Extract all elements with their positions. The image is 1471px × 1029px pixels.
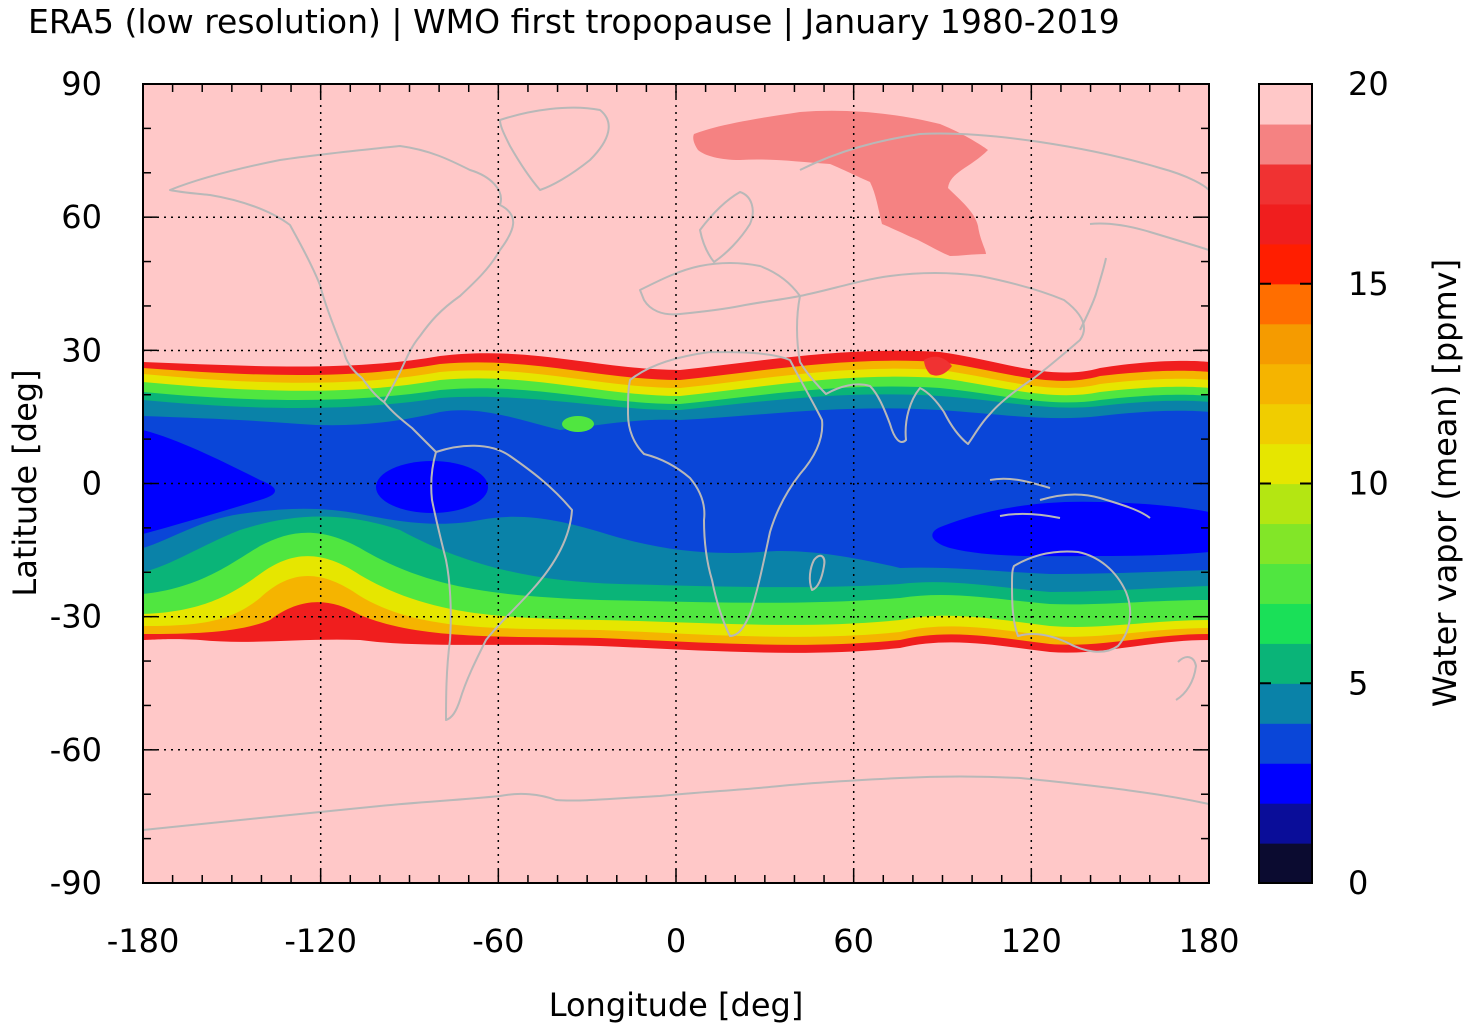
coast-japan — [1079, 257, 1107, 331]
colorbar-tick-label: 10 — [1348, 465, 1389, 503]
colorbar-bin — [1259, 683, 1312, 724]
y-tick-label: 60 — [61, 198, 102, 236]
x-tick-label: -180 — [107, 922, 180, 960]
y-tick-label: 0 — [82, 465, 102, 503]
colorbar-bin — [1259, 803, 1312, 844]
colorbar-bin — [1259, 323, 1312, 365]
colorbar-bin — [1259, 523, 1312, 564]
coast-madagascar — [808, 554, 826, 591]
colorbar-bin — [1259, 763, 1312, 804]
colorbar-bin — [1259, 363, 1312, 405]
colorbar-label: Water vapor (mean) [ppmv] — [1426, 259, 1464, 707]
coast-indonesia — [989, 477, 1151, 519]
x-tick-label: 180 — [1178, 922, 1239, 960]
coast-australia — [1011, 550, 1132, 653]
coastlines — [143, 106, 1209, 831]
coast-north-america — [169, 145, 515, 403]
colorbar-tick-label: 0 — [1348, 864, 1368, 902]
x-axis-tick-labels: -180 -120 -60 0 60 120 180 — [107, 922, 1240, 960]
colorbar-bin — [1259, 483, 1312, 525]
y-tick-label: -30 — [50, 598, 102, 636]
y-axis-tick-labels: 90 60 30 0 -30 -60 -90 — [50, 65, 102, 902]
colorbar-tick-labels: 20 15 10 5 0 — [1348, 65, 1389, 902]
colorbar-bin — [1259, 403, 1312, 445]
siberia-moist-patch — [693, 110, 988, 257]
y-tick-label: -60 — [50, 731, 102, 769]
coast-scandinavia — [699, 191, 754, 263]
coast-africa — [627, 351, 824, 637]
colorbar-tick-label: 5 — [1348, 664, 1368, 702]
x-tick-label: 0 — [666, 922, 686, 960]
coast-asia — [796, 272, 1085, 445]
coast-greenland — [499, 106, 610, 191]
colorbar-bin — [1259, 723, 1312, 764]
colorbar-ticks — [1259, 83, 1312, 884]
colorbar-bin — [1259, 843, 1312, 884]
map-title: ERA5 (low resolution) | WMO first tropop… — [28, 2, 1120, 41]
colorbar-bin — [1259, 84, 1312, 125]
contour-band-blue-west — [143, 430, 275, 534]
coast-central-america — [383, 401, 437, 453]
x-axis-label: Longitude [deg] — [549, 986, 804, 1024]
colorbar-bin — [1259, 123, 1312, 165]
colorbar-bin — [1259, 283, 1312, 325]
colorbar — [1259, 84, 1312, 884]
axis-ticks — [142, 83, 1210, 884]
siberia-moist-patch-edge — [924, 356, 952, 376]
colorbar-bin — [1259, 563, 1312, 604]
x-tick-label: -60 — [472, 922, 524, 960]
colorbar-bin — [1259, 243, 1312, 285]
y-tick-label: 30 — [61, 331, 102, 369]
colorbar-tick-label: 20 — [1348, 65, 1389, 103]
x-tick-label: -120 — [284, 922, 357, 960]
coast-antarctica — [143, 775, 1209, 831]
coast-siberia — [799, 132, 1209, 251]
colorbar-tick-label: 15 — [1348, 265, 1389, 303]
y-axis-label: Latitude [deg] — [6, 369, 44, 596]
coast-south-america — [430, 444, 573, 721]
contour-band-green-atlantic — [562, 416, 594, 432]
y-tick-label: -90 — [50, 864, 102, 902]
grid-lines — [143, 84, 1209, 883]
x-tick-label: 60 — [833, 922, 874, 960]
x-tick-label: 120 — [1001, 922, 1062, 960]
y-tick-label: 90 — [61, 65, 102, 103]
coast-new-zealand — [1175, 656, 1197, 701]
colorbar-bin — [1259, 203, 1312, 245]
colorbar-bin — [1259, 163, 1312, 205]
colorbar-bin — [1259, 643, 1312, 684]
colorbar-bin — [1259, 603, 1312, 644]
map-field — [143, 84, 1209, 883]
colorbar-bin — [1259, 443, 1312, 485]
